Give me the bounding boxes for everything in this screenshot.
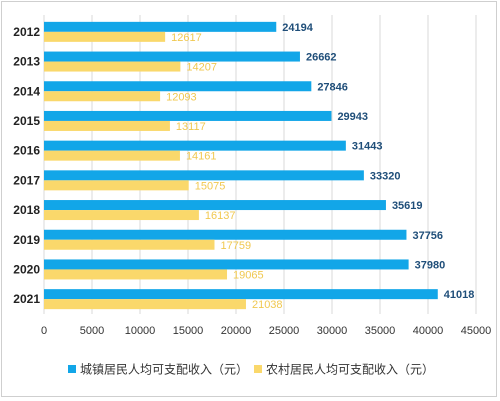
urban-value-label: 35619 [392, 200, 423, 212]
rural-value-label: 13117 [176, 121, 206, 133]
urban-income-bar [44, 289, 438, 300]
urban-income-bar [44, 110, 332, 121]
urban-value-label: 27846 [317, 81, 348, 93]
rural-income-bar [44, 210, 199, 221]
urban-value-label: 37756 [412, 230, 443, 242]
legend-swatch-urban [68, 365, 76, 373]
urban-income-bar [44, 81, 312, 92]
rural-value-label: 14161 [186, 151, 217, 163]
rural-value-label: 12617 [171, 32, 202, 44]
urban-value-label: 24194 [282, 22, 313, 34]
y-tick-label: 2018 [13, 203, 40, 217]
urban-value-label: 37980 [415, 259, 446, 271]
data-labels: 24194 12617 26662 14207 27846 12093 29943 13117… [166, 22, 474, 311]
urban-value-label: 31443 [352, 141, 383, 153]
rural-income-bar [44, 239, 215, 250]
y-tick-label: 2019 [13, 233, 40, 247]
x-tick-label: 0 [41, 325, 47, 337]
y-tick-label: 2017 [13, 173, 40, 187]
urban-value-label: 33320 [370, 170, 401, 182]
x-tick-label: 30000 [317, 325, 348, 337]
x-tick-label: 20000 [221, 325, 252, 337]
rural-value-label: 21038 [252, 299, 283, 311]
x-tick-label: 5000 [80, 325, 104, 337]
urban-income-bar [44, 140, 346, 151]
y-tick-label: 2020 [13, 262, 40, 276]
rural-income-bar [44, 31, 166, 42]
urban-income-bar [44, 229, 407, 240]
x-tick-label: 15000 [173, 325, 204, 337]
y-tick-label: 2015 [13, 114, 40, 128]
x-tick-label: 35000 [365, 325, 396, 337]
rural-income-bar [44, 61, 181, 72]
rural-value-label: 19065 [233, 269, 264, 281]
urban-value-label: 29943 [337, 111, 368, 123]
y-axis-ticks: 2012 2013 2014 2015 2016 2017 2018 2019 2020 2021 [13, 25, 40, 306]
urban-income-bar [44, 21, 277, 32]
chart-frame: 24194 12617 26662 14207 27846 12093 29943 13117… [1, 1, 497, 397]
y-tick-label: 2013 [13, 55, 40, 69]
x-tick-label: 45000 [461, 325, 492, 337]
urban-income-bar [44, 170, 364, 181]
rural-value-label: 12093 [166, 91, 197, 103]
rural-value-label: 17759 [220, 240, 251, 252]
y-tick-label: 2014 [13, 84, 40, 98]
x-tick-label: 40000 [413, 325, 444, 337]
bar-chart: 24194 12617 26662 14207 27846 12093 29943 13117… [13, 15, 491, 377]
rural-value-label: 16137 [205, 210, 236, 222]
bars [44, 21, 438, 310]
y-tick-label: 2012 [13, 25, 40, 39]
rural-income-bar [44, 150, 180, 161]
urban-income-bar [44, 200, 386, 211]
rural-value-label: 14207 [186, 62, 217, 74]
legend: 城镇居民人均可支配收入（元） 农村居民人均可支配收入（元） [68, 363, 434, 377]
urban-value-label: 41018 [444, 289, 475, 301]
legend-swatch-rural [254, 365, 262, 373]
rural-income-bar [44, 91, 161, 102]
y-tick-label: 2021 [13, 292, 40, 306]
urban-income-bar [44, 259, 409, 270]
legend-label-urban: 城镇居民人均可支配收入（元） [80, 363, 248, 377]
urban-income-bar [44, 51, 300, 62]
x-axis-ticks: 0 5000 10000 15000 20000 25000 30000 35000 40000… [41, 325, 491, 337]
rural-income-bar [44, 120, 170, 131]
x-tick-label: 10000 [125, 325, 156, 337]
rural-income-bar [44, 180, 189, 191]
rural-value-label: 15075 [195, 180, 226, 192]
x-tick-label: 25000 [269, 325, 300, 337]
rural-income-bar [44, 269, 228, 280]
legend-label-rural: 农村居民人均可支配收入（元） [266, 363, 434, 377]
rural-income-bar [44, 299, 246, 310]
y-tick-label: 2016 [13, 144, 40, 158]
urban-value-label: 26662 [306, 52, 337, 64]
